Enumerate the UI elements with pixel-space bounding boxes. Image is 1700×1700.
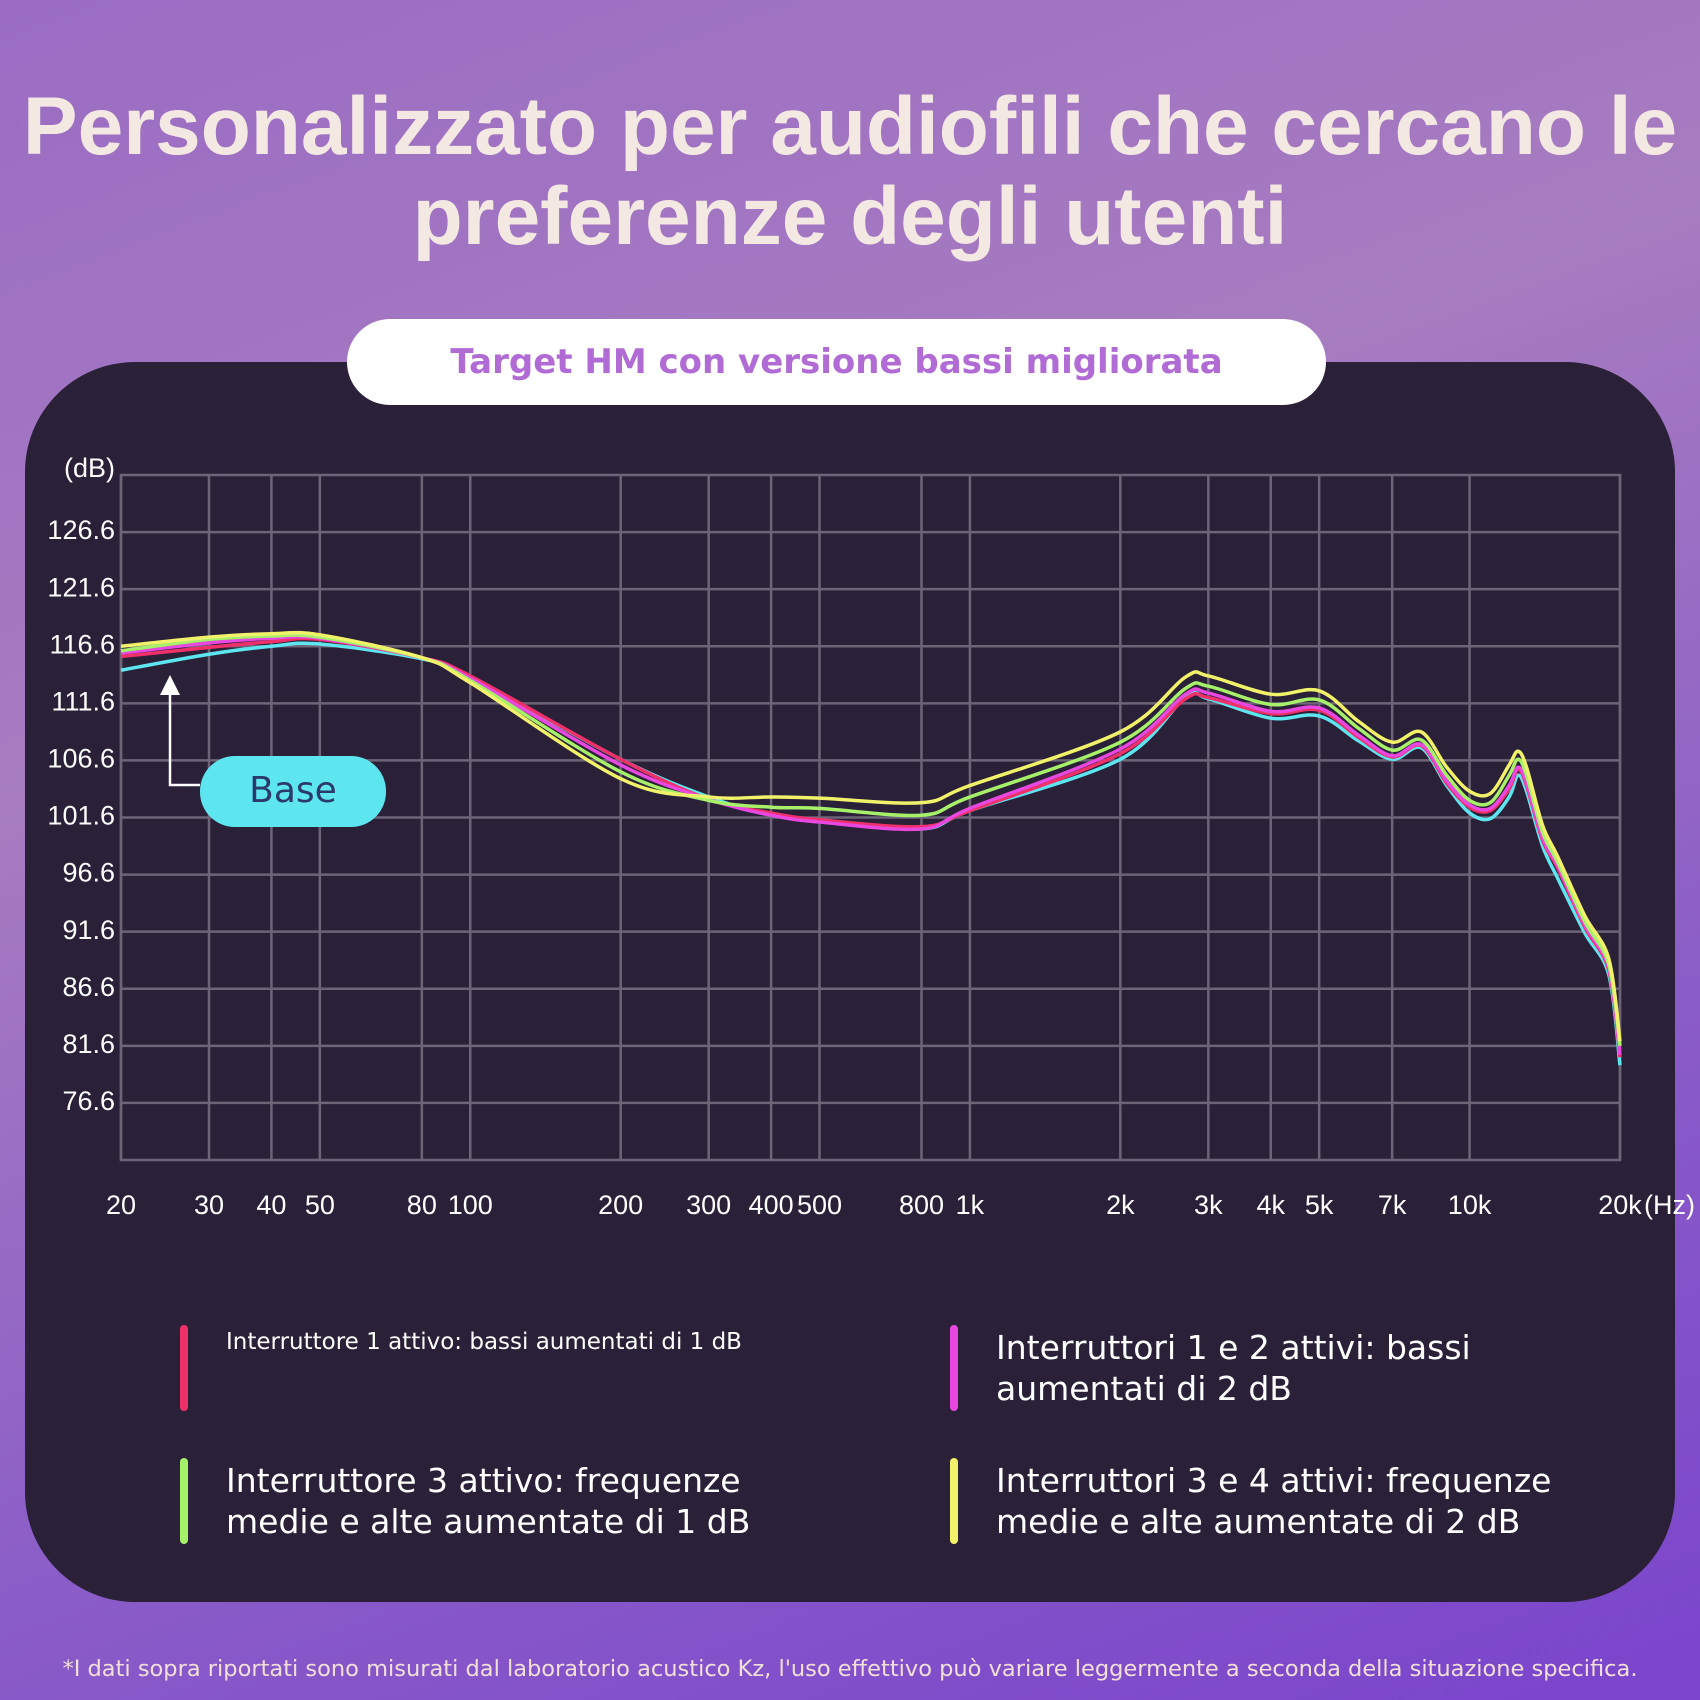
callout-arrowhead xyxy=(160,675,180,695)
response-line xyxy=(120,641,1622,1066)
x-tick-label: 40 xyxy=(256,1190,286,1220)
x-tick-label: 20 xyxy=(106,1190,136,1220)
y-tick-label: 81.6 xyxy=(62,1029,115,1059)
legend-swatch xyxy=(950,1458,958,1544)
x-tick-label: 20k xyxy=(1598,1190,1642,1220)
callout-arrow xyxy=(168,685,200,787)
callout-box xyxy=(200,756,386,827)
x-tick-label: 10k xyxy=(1448,1190,1492,1220)
x-tick-label: 3k xyxy=(1194,1190,1223,1220)
chart-panel xyxy=(25,362,1675,1602)
x-tick-label: 1k xyxy=(956,1190,985,1220)
y-tick-label: 116.6 xyxy=(49,629,115,659)
x-tick-label: 80 xyxy=(407,1190,437,1220)
y-axis-label: (dB) xyxy=(64,453,115,483)
x-tick-label: 200 xyxy=(598,1190,643,1220)
x-tick-label: 5k xyxy=(1305,1190,1334,1220)
y-tick-label: 86.6 xyxy=(62,972,115,1002)
response-line xyxy=(120,633,1622,1047)
y-tick-label: 106.6 xyxy=(47,744,115,774)
y-tick-label: 91.6 xyxy=(62,915,115,945)
x-tick-label: 400 xyxy=(749,1190,794,1220)
footnote: *I dati sopra riportati sono misurati da… xyxy=(62,1656,1638,1682)
x-tick-label: 30 xyxy=(194,1190,224,1220)
legend-swatch xyxy=(180,1325,188,1411)
y-tick-label: 121.6 xyxy=(47,572,115,602)
y-tick-label: 126.6 xyxy=(47,515,115,545)
legend-label: Interruttore 1 attivo: bassi aumentati d… xyxy=(226,1329,742,1355)
x-axis-label: (Hz) xyxy=(1644,1190,1695,1220)
chart-title: Target HM con versione bassi migliorata xyxy=(347,319,1326,405)
callout-label: Base xyxy=(249,770,337,811)
legend-label: Interruttori 1 e 2 attivi: bassi aumenta… xyxy=(996,1328,1471,1408)
x-tick-label: 100 xyxy=(448,1190,493,1220)
response-line xyxy=(120,630,1622,1042)
y-tick-label: 96.6 xyxy=(62,858,115,888)
legend-label: Interruttore 3 attivo: frequenze medie e… xyxy=(226,1461,751,1541)
x-tick-label: 800 xyxy=(899,1190,944,1220)
response-line xyxy=(120,634,1622,1056)
x-tick-label: 300 xyxy=(686,1190,731,1220)
legend-label: Interruttori 3 e 4 attivi: frequenze med… xyxy=(996,1461,1552,1541)
x-tick-label: 4k xyxy=(1256,1190,1285,1220)
legend-swatch xyxy=(180,1458,188,1544)
y-tick-label: 76.6 xyxy=(62,1086,115,1116)
x-tick-label: 500 xyxy=(797,1190,842,1220)
x-tick-label: 7k xyxy=(1378,1190,1407,1220)
legend-swatch xyxy=(950,1325,958,1411)
response-line xyxy=(120,636,1622,1058)
page-title: Personalizzato per audiofili che cercano… xyxy=(22,81,1678,262)
x-tick-label: 2k xyxy=(1106,1190,1135,1220)
x-tick-label: 50 xyxy=(305,1190,335,1220)
y-tick-label: 111.6 xyxy=(51,686,115,716)
y-tick-label: 101.6 xyxy=(47,801,115,831)
